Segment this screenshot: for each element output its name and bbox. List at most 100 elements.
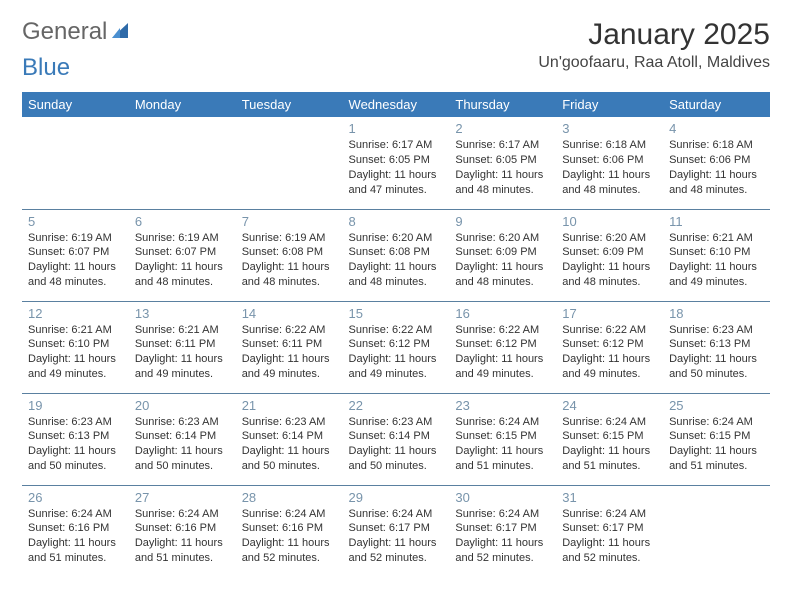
day-info: Sunrise: 6:22 AMSunset: 6:11 PMDaylight:… [242, 323, 337, 382]
sunset-text: Sunset: 6:11 PM [242, 337, 337, 352]
daylight-line2: and 48 minutes. [455, 275, 550, 290]
sunrise-text: Sunrise: 6:22 AM [455, 323, 550, 338]
sunrise-text: Sunrise: 6:23 AM [669, 323, 764, 338]
sunrise-text: Sunrise: 6:22 AM [562, 323, 657, 338]
day-number: 13 [135, 306, 230, 321]
calendar-table: Sunday Monday Tuesday Wednesday Thursday… [22, 92, 770, 577]
day-info: Sunrise: 6:24 AMSunset: 6:15 PMDaylight:… [455, 415, 550, 474]
daylight-line1: Daylight: 11 hours [135, 260, 230, 275]
day-number: 25 [669, 398, 764, 413]
logo-text-blue: Blue [22, 54, 70, 82]
sunset-text: Sunset: 6:12 PM [455, 337, 550, 352]
day-number: 10 [562, 214, 657, 229]
day-number: 17 [562, 306, 657, 321]
sunrise-text: Sunrise: 6:19 AM [28, 231, 123, 246]
day-info: Sunrise: 6:23 AMSunset: 6:13 PMDaylight:… [669, 323, 764, 382]
sunset-text: Sunset: 6:08 PM [349, 245, 444, 260]
logo-sail-icon [110, 20, 130, 45]
calendar-cell [129, 117, 236, 209]
sunrise-text: Sunrise: 6:24 AM [562, 507, 657, 522]
sunset-text: Sunset: 6:09 PM [562, 245, 657, 260]
sunset-text: Sunset: 6:07 PM [28, 245, 123, 260]
sunset-text: Sunset: 6:15 PM [455, 429, 550, 444]
sunset-text: Sunset: 6:09 PM [455, 245, 550, 260]
calendar-cell: 23Sunrise: 6:24 AMSunset: 6:15 PMDayligh… [449, 393, 556, 485]
calendar-cell: 8Sunrise: 6:20 AMSunset: 6:08 PMDaylight… [343, 209, 450, 301]
daylight-line1: Daylight: 11 hours [242, 536, 337, 551]
calendar-cell: 15Sunrise: 6:22 AMSunset: 6:12 PMDayligh… [343, 301, 450, 393]
sunrise-text: Sunrise: 6:18 AM [562, 138, 657, 153]
day-info: Sunrise: 6:21 AMSunset: 6:10 PMDaylight:… [669, 231, 764, 290]
daylight-line1: Daylight: 11 hours [28, 260, 123, 275]
daylight-line2: and 49 minutes. [562, 367, 657, 382]
day-number: 1 [349, 121, 444, 136]
calendar-cell: 7Sunrise: 6:19 AMSunset: 6:08 PMDaylight… [236, 209, 343, 301]
sunset-text: Sunset: 6:14 PM [349, 429, 444, 444]
calendar-cell: 20Sunrise: 6:23 AMSunset: 6:14 PMDayligh… [129, 393, 236, 485]
day-info: Sunrise: 6:23 AMSunset: 6:13 PMDaylight:… [28, 415, 123, 474]
daylight-line2: and 48 minutes. [562, 183, 657, 198]
sunrise-text: Sunrise: 6:23 AM [135, 415, 230, 430]
daylight-line1: Daylight: 11 hours [135, 444, 230, 459]
calendar-cell: 22Sunrise: 6:23 AMSunset: 6:14 PMDayligh… [343, 393, 450, 485]
daylight-line1: Daylight: 11 hours [242, 352, 337, 367]
daylight-line2: and 51 minutes. [562, 459, 657, 474]
day-number: 5 [28, 214, 123, 229]
calendar-cell: 17 Sunrise: 6:22 AMSunset: 6:12 PMDayligh… [556, 301, 663, 393]
daylight-line1: Daylight: 11 hours [562, 536, 657, 551]
sunset-text: Sunset: 6:16 PM [135, 521, 230, 536]
day-number: 21 [242, 398, 337, 413]
calendar-cell: 12Sunrise: 6:21 AMSunset: 6:10 PMDayligh… [22, 301, 129, 393]
day-number: 11 [669, 214, 764, 229]
day-number: 4 [669, 121, 764, 136]
sunrise-text: Sunrise: 6:24 AM [135, 507, 230, 522]
sunset-text: Sunset: 6:16 PM [242, 521, 337, 536]
sunset-text: Sunset: 6:11 PM [135, 337, 230, 352]
sunset-text: Sunset: 6:14 PM [242, 429, 337, 444]
daylight-line2: and 49 minutes. [28, 367, 123, 382]
daylight-line1: Daylight: 11 hours [669, 168, 764, 183]
calendar-cell: 18Sunrise: 6:23 AMSunset: 6:13 PMDayligh… [663, 301, 770, 393]
daylight-line2: and 51 minutes. [455, 459, 550, 474]
page-title: January 2025 [538, 18, 770, 52]
sunset-text: Sunset: 6:15 PM [669, 429, 764, 444]
sunset-text: Sunset: 6:17 PM [455, 521, 550, 536]
day-number: 31 [562, 490, 657, 505]
col-wednesday: Wednesday [343, 92, 450, 117]
col-tuesday: Tuesday [236, 92, 343, 117]
calendar-cell: 19 Sunrise: 6:23 AMSunset: 6:13 PMDayligh… [22, 393, 129, 485]
day-number: 19 [28, 398, 123, 413]
sunset-text: Sunset: 6:10 PM [28, 337, 123, 352]
sunset-text: Sunset: 6:15 PM [562, 429, 657, 444]
sunrise-text: Sunrise: 6:21 AM [135, 323, 230, 338]
day-number: 9 [455, 214, 550, 229]
sunrise-text: Sunrise: 6:24 AM [455, 507, 550, 522]
sunset-text: Sunset: 6:14 PM [135, 429, 230, 444]
daylight-line2: and 47 minutes. [349, 183, 444, 198]
day-info: Sunrise: 6:19 AMSunset: 6:07 PMDaylight:… [135, 231, 230, 290]
sunset-text: Sunset: 6:17 PM [562, 521, 657, 536]
sunset-text: Sunset: 6:06 PM [669, 153, 764, 168]
sunrise-text: Sunrise: 6:24 AM [562, 415, 657, 430]
daylight-line1: Daylight: 11 hours [28, 352, 123, 367]
sunrise-text: Sunrise: 6:22 AM [242, 323, 337, 338]
day-info: Sunrise: 6:22 AMSunset: 6:12 PMDaylight:… [562, 323, 657, 382]
calendar-cell: 24Sunrise: 6:24 AMSunset: 6:15 PMDayligh… [556, 393, 663, 485]
calendar-cell: 13Sunrise: 6:21 AMSunset: 6:11 PMDayligh… [129, 301, 236, 393]
day-header-row: Sunday Monday Tuesday Wednesday Thursday… [22, 92, 770, 117]
sunrise-text: Sunrise: 6:24 AM [242, 507, 337, 522]
daylight-line1: Daylight: 11 hours [28, 536, 123, 551]
logo: General [22, 18, 132, 46]
daylight-line1: Daylight: 11 hours [135, 536, 230, 551]
daylight-line2: and 50 minutes. [242, 459, 337, 474]
sunset-text: Sunset: 6:13 PM [28, 429, 123, 444]
day-info: Sunrise: 6:24 AMSunset: 6:17 PMDaylight:… [349, 507, 444, 566]
calendar-row: 26Sunrise: 6:24 AMSunset: 6:16 PMDayligh… [22, 485, 770, 577]
sunrise-text: Sunrise: 6:21 AM [669, 231, 764, 246]
day-number: 3 [562, 121, 657, 136]
calendar-cell: 29Sunrise: 6:24 AMSunset: 6:17 PMDayligh… [343, 485, 450, 577]
sunset-text: Sunset: 6:12 PM [562, 337, 657, 352]
daylight-line2: and 49 minutes. [242, 367, 337, 382]
day-number: 12 [28, 306, 123, 321]
daylight-line2: and 52 minutes. [455, 551, 550, 566]
